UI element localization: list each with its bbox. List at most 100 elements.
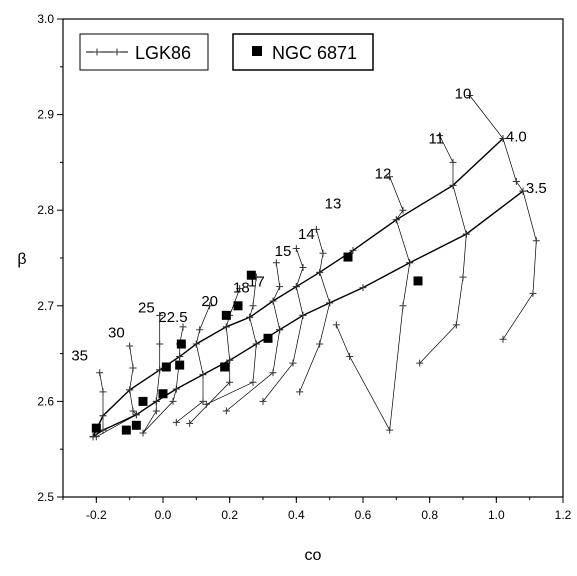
- plus-marker: [172, 385, 180, 393]
- plus-marker: [326, 299, 334, 307]
- plus-marker: [202, 400, 210, 408]
- plus-marker: [152, 407, 160, 415]
- curve-label: 35: [71, 347, 88, 364]
- plus-marker: [416, 359, 424, 367]
- y-axis-title: β: [17, 251, 26, 268]
- isochrones: [89, 91, 540, 441]
- plus-marker: [99, 388, 107, 396]
- plus-marker: [206, 302, 214, 310]
- x-tick-label: 0.0: [155, 508, 172, 522]
- curve-label: 25: [138, 299, 155, 316]
- plus-marker: [349, 246, 357, 254]
- x-tick-label: 0.6: [355, 508, 372, 522]
- data-point: [161, 362, 171, 372]
- y-tick-label: 2.6: [37, 394, 54, 408]
- plus-marker: [222, 323, 230, 331]
- plus-marker: [96, 369, 104, 377]
- curve-label: 20: [201, 293, 218, 310]
- data-point: [221, 310, 231, 320]
- axes: -0.2 0.0 0.2 0.4 0.6 0.8 1.0 1.2 2.5 2.6 2.7 2.8 2.9…: [37, 12, 571, 522]
- plus-marker: [406, 259, 414, 267]
- plus-marker: [132, 411, 140, 419]
- plus-marker: [113, 48, 121, 56]
- isochrone-line: [419, 135, 467, 364]
- plus-marker: [316, 340, 324, 348]
- plus-marker: [399, 206, 407, 214]
- plus-marker: [332, 321, 340, 329]
- plus-marker: [269, 297, 277, 305]
- data-point: [263, 333, 273, 343]
- x-tick-label: -0.2: [86, 508, 107, 522]
- plus-marker: [519, 187, 527, 195]
- plus-marker: [299, 264, 307, 272]
- plus-marker: [449, 158, 457, 166]
- plus-marker: [156, 340, 164, 348]
- plus-marker: [93, 48, 101, 56]
- x-tick-label: 1.2: [555, 508, 572, 522]
- plus-marker: [179, 323, 187, 331]
- plus-marker: [222, 407, 230, 415]
- curve-label: 17: [248, 274, 265, 291]
- curve-label: 18: [233, 279, 250, 296]
- legend-marker-ngc6871: [252, 46, 262, 56]
- data-point: [91, 423, 101, 433]
- curve-label: 11: [429, 130, 445, 147]
- data-point: [413, 276, 423, 286]
- y-tick-label: 2.7: [37, 299, 54, 313]
- plus-marker: [289, 359, 297, 367]
- isochrone-line: [262, 248, 304, 402]
- plus-marker: [272, 259, 280, 267]
- data-point: [131, 420, 141, 430]
- y-tick-label: 2.9: [37, 108, 54, 122]
- isochrone-line: [176, 305, 211, 423]
- legend-label-lgk86: LGK86: [135, 43, 191, 63]
- plus-marker: [529, 289, 537, 297]
- legend-label-ngc6871: NGC 6871: [272, 43, 357, 63]
- plus-marker: [512, 178, 520, 186]
- curve-label: 22.5: [158, 309, 187, 326]
- plus-marker: [249, 378, 257, 386]
- plus-marker: [92, 433, 100, 441]
- plus-marker: [276, 326, 284, 334]
- plus-marker: [126, 386, 134, 394]
- plus-marker: [249, 302, 257, 310]
- model-lines: [89, 135, 527, 441]
- plus-marker: [276, 283, 284, 291]
- plus-marker: [156, 311, 164, 319]
- plus-marker: [346, 352, 354, 360]
- plus-marker: [226, 378, 234, 386]
- curve-label: 12: [375, 166, 392, 183]
- plus-marker: [386, 173, 394, 181]
- isochrone-line: [96, 345, 137, 438]
- x-tick-label: 0.4: [288, 508, 305, 522]
- legend: LGK86 NGC 6871: [79, 33, 374, 71]
- plus-marker: [139, 429, 147, 437]
- x-tick-label: 0.8: [421, 508, 438, 522]
- isochrone-line: [299, 229, 331, 392]
- plus-marker: [312, 225, 320, 233]
- plus-marker: [176, 352, 184, 360]
- plus-marker: [386, 426, 394, 434]
- plus-marker: [499, 135, 507, 142]
- curve-label: 15: [275, 243, 292, 260]
- plus-marker: [199, 397, 207, 405]
- plus-marker: [296, 388, 304, 396]
- plus-marker: [292, 283, 300, 291]
- plus-marker: [246, 313, 254, 321]
- plus-marker: [392, 216, 400, 224]
- curve-label: 13: [325, 195, 342, 212]
- plus-marker: [129, 407, 137, 415]
- plus-marker: [196, 326, 204, 334]
- plus-marker: [359, 284, 367, 292]
- curve-label: 4.0: [506, 128, 527, 145]
- plus-marker: [186, 419, 194, 427]
- x-tick-label: 1.0: [488, 508, 505, 522]
- plus-marker: [172, 418, 180, 426]
- plus-marker: [452, 321, 460, 329]
- plus-marker: [99, 412, 107, 420]
- data-point: [138, 396, 148, 406]
- curve-label: 10: [455, 85, 472, 102]
- plus-marker: [499, 335, 507, 343]
